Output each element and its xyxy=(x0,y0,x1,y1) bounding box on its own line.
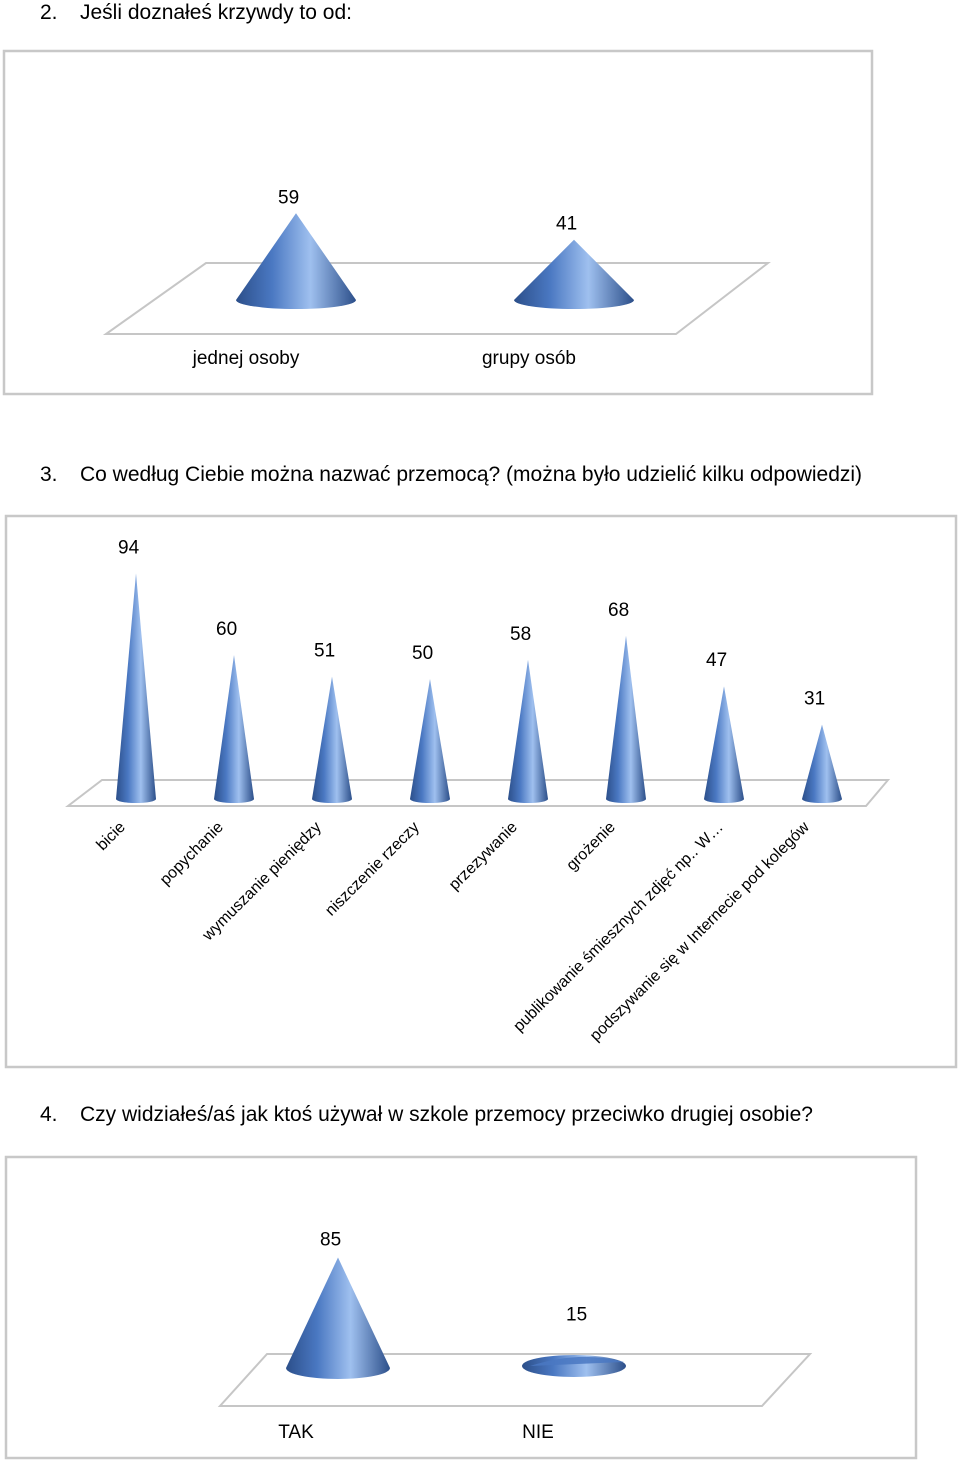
chart-cone xyxy=(522,1355,626,1377)
data-label: 68 xyxy=(608,600,629,621)
data-label: 31 xyxy=(804,689,825,710)
category-label: TAK xyxy=(278,1422,314,1443)
question-2: 2. Jeśli doznałeś krzywdy to od: xyxy=(40,2,352,23)
chart-cone xyxy=(410,679,450,803)
question-number: 4. xyxy=(40,1103,58,1126)
question-number: 2. xyxy=(40,1,58,24)
chart-cone xyxy=(286,1257,390,1379)
chart-violence-types: 94 60 51 50 58 68 47 31 bicie popychanie wymuszani… xyxy=(2,513,960,1071)
chart-cone xyxy=(514,239,634,309)
chart-offender-svg: 59 41 jednej osoby grupy osób xyxy=(2,49,874,396)
category-label: jednej osoby xyxy=(192,348,300,369)
data-label: 85 xyxy=(320,1230,341,1251)
chart-cone xyxy=(236,213,356,309)
category-label: NIE xyxy=(522,1422,554,1443)
data-label: 58 xyxy=(510,624,531,645)
chart-border xyxy=(4,1155,918,1460)
data-label: 50 xyxy=(412,643,433,664)
data-label: 15 xyxy=(566,1305,587,1326)
question-text: Co według Ciebie można nazwać przemocą? … xyxy=(80,463,863,486)
chart-cone xyxy=(704,686,744,803)
chart-offender: 59 41 jednej osoby grupy osób xyxy=(0,48,876,398)
chart-floor xyxy=(65,779,891,807)
chart-witnessed-svg: 85 15 TAK NIE xyxy=(4,1155,918,1460)
chart-floor xyxy=(102,262,771,335)
data-label: 41 xyxy=(556,214,577,235)
question-3: 3. Co według Ciebie można nazwać przemocą… xyxy=(40,464,862,485)
question-text: Czy widziałeś/aś jak ktoś używał w szkol… xyxy=(80,1103,813,1126)
chart-cone xyxy=(802,724,842,803)
data-label: 59 xyxy=(278,187,299,208)
data-label: 51 xyxy=(314,641,335,662)
question-text: Jeśli doznałeś krzywdy to od: xyxy=(80,1,352,24)
chart-cone xyxy=(606,635,646,803)
data-label: 94 xyxy=(118,537,140,558)
chart-border xyxy=(2,49,874,396)
chart-cone xyxy=(116,573,156,803)
question-number: 3. xyxy=(40,463,58,486)
data-label: 47 xyxy=(706,650,727,671)
data-label: 60 xyxy=(216,619,237,640)
chart-cone xyxy=(312,676,352,803)
chart-cone xyxy=(214,655,254,803)
question-4: 4. Czy widziałeś/aś jak ktoś używał w szk… xyxy=(40,1104,813,1125)
category-label: grupy osób xyxy=(482,348,576,369)
chart-cone xyxy=(508,659,548,803)
chart-witnessed: 85 15 TAK NIE xyxy=(2,1154,920,1462)
